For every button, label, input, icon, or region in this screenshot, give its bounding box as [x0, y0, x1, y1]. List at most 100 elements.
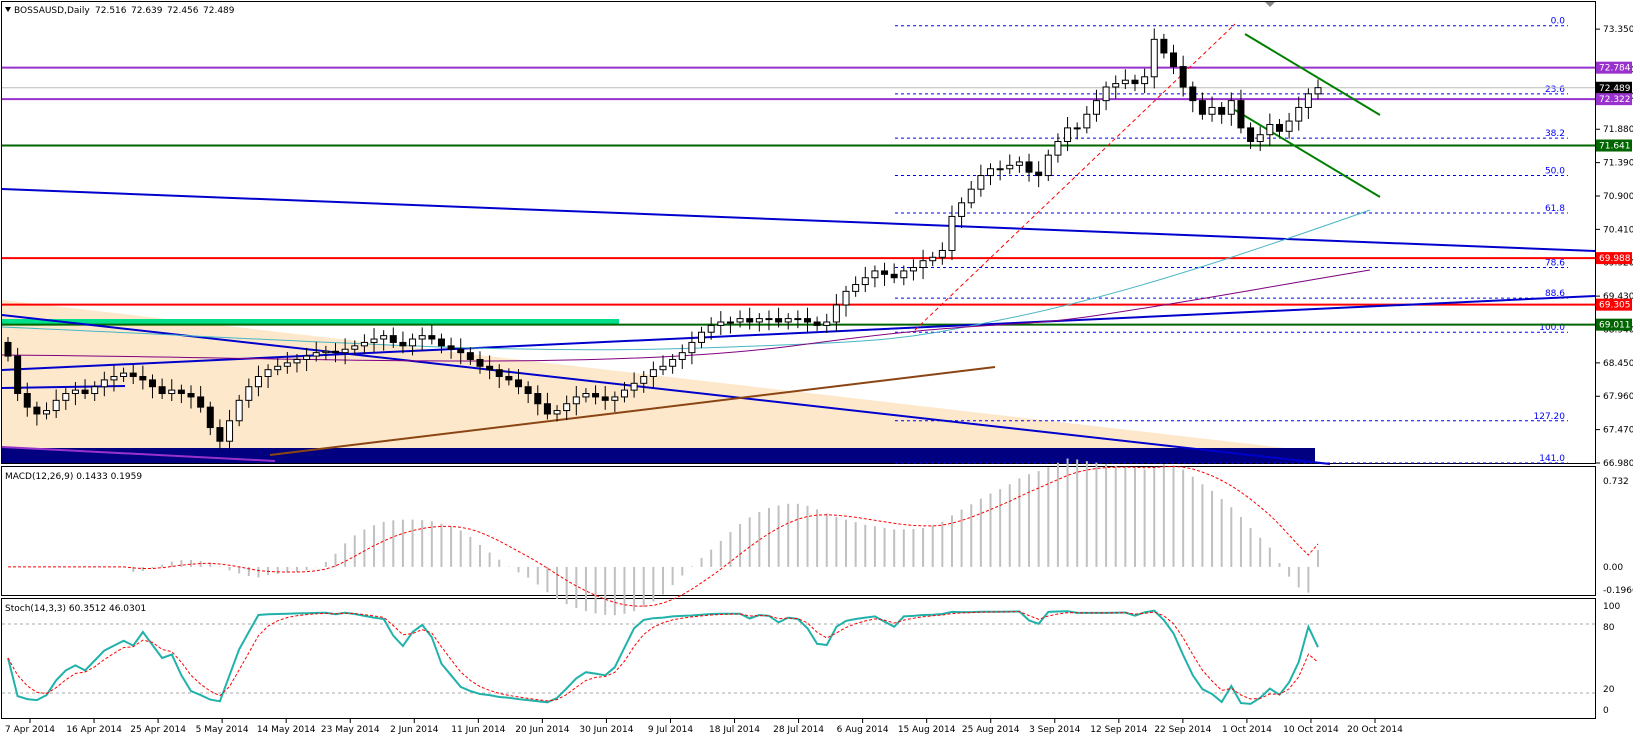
candle-body	[139, 375, 147, 381]
candle-body	[678, 352, 686, 360]
candle-body	[1285, 120, 1293, 132]
candle-body	[881, 270, 889, 275]
date-tick-label: 6 Aug 2014	[837, 725, 889, 735]
candle-body	[129, 372, 137, 377]
candle-body	[909, 267, 917, 272]
candle-body	[274, 365, 282, 371]
candle-body	[572, 396, 580, 405]
stoch-tick-label: 20	[1603, 685, 1615, 695]
candle-body	[235, 399, 243, 422]
candle-body	[158, 386, 166, 395]
macd-tick-label: 0.732	[1603, 477, 1629, 487]
date-tick-label: 9 Jul 2014	[648, 725, 693, 735]
stoch-signal-line	[7, 611, 1319, 702]
price-label-text: 69.305	[1599, 301, 1631, 311]
ohlc-value: 72.516	[95, 6, 127, 16]
date-tick-label: 12 Sep 2014	[1090, 725, 1147, 735]
fib-label: 141.0	[1539, 454, 1565, 464]
candle-body	[967, 188, 975, 204]
candle-body	[216, 427, 224, 442]
candle-body	[794, 318, 802, 321]
price-label-text: 71.641	[1599, 142, 1631, 152]
candle-body	[91, 386, 99, 395]
macd-signal-line	[8, 465, 1319, 607]
price-tick-label: 68.450	[1603, 359, 1633, 369]
candle-body	[457, 348, 465, 354]
candle-body	[977, 175, 985, 190]
candle-body	[1006, 164, 1014, 170]
candle-body	[1304, 93, 1312, 108]
date-tick-label: 5 May 2014	[196, 725, 249, 735]
candle-body	[1102, 86, 1110, 102]
stoch-main-line	[7, 609, 1319, 705]
date-tick-label: 22 Sep 2014	[1154, 725, 1211, 735]
candle-body	[23, 393, 31, 408]
candle-body	[476, 358, 484, 367]
trendline-purple	[1, 446, 276, 462]
candle-body	[1160, 38, 1168, 54]
candle-body	[206, 406, 214, 429]
candle-body	[659, 365, 667, 371]
price-tick-label: 67.470	[1603, 426, 1633, 436]
candle-body	[987, 168, 994, 177]
date-tick-label: 3 Sep 2014	[1029, 725, 1081, 735]
candle-body	[803, 318, 811, 323]
candle-body	[871, 270, 879, 279]
price-tick-label: 70.900	[1603, 192, 1633, 202]
candle-body	[62, 393, 70, 401]
candle-body	[303, 355, 311, 360]
candle-body	[360, 341, 368, 347]
candle-body	[958, 202, 966, 217]
candle-body	[823, 321, 831, 326]
price-label-text: 72.322	[1599, 95, 1631, 105]
candle-body	[534, 393, 542, 405]
candle-body	[900, 270, 908, 279]
ma-purple	[1, 269, 1371, 362]
candle-body	[630, 382, 638, 391]
candle-body	[1064, 127, 1072, 143]
candle-body	[312, 352, 320, 357]
fib-label: 61.8	[1545, 204, 1565, 214]
date-tick-label: 25 Apr 2014	[130, 725, 186, 735]
candle-body	[1189, 86, 1197, 102]
price-tick-label: 67.960	[1603, 392, 1633, 402]
candle-body	[746, 318, 754, 323]
ohlc-value: 72.639	[131, 6, 163, 16]
candle-body	[1179, 66, 1187, 88]
date-tick-label: 1 Oct 2014	[1222, 725, 1272, 735]
date-tick-label: 15 Aug 2014	[898, 725, 956, 735]
fib-diagonal	[914, 23, 1236, 331]
candle-body	[1247, 127, 1255, 143]
candle-body	[322, 350, 330, 354]
date-tick-label: 20 Jun 2014	[515, 725, 569, 735]
candle-body	[832, 304, 840, 323]
candle-body	[1035, 171, 1043, 177]
candle-body	[1141, 76, 1149, 85]
stoch-axis: 100 80 20 0	[1603, 602, 1620, 716]
fib-label: 100.0	[1539, 323, 1565, 333]
main-panel-frame	[1, 1, 1596, 464]
date-tick-label: 2 Jun 2014	[390, 725, 439, 735]
candle-body	[755, 318, 763, 323]
candle-body	[563, 403, 571, 412]
ohlc-readout: 72.516 72.639 72.456 72.489	[95, 6, 235, 16]
collapse-arrow-icon[interactable]	[5, 7, 11, 12]
price-label-box	[1596, 61, 1632, 74]
stoch-tick-label: 80	[1603, 623, 1615, 633]
stoch-tick-label: 0	[1603, 706, 1609, 716]
candle-body	[707, 324, 715, 333]
candle-body	[409, 338, 417, 347]
stoch-tick-label: 100	[1603, 602, 1620, 612]
ma-cyan	[1, 209, 1371, 351]
candle-body	[553, 410, 561, 415]
candle-body	[283, 362, 291, 367]
date-tick-label: 18 Jul 2014	[709, 725, 760, 735]
candle-body	[515, 379, 523, 388]
candle-body	[486, 365, 494, 371]
candle-body	[245, 386, 253, 401]
candle-body	[688, 341, 696, 354]
macd-panel-frame	[1, 466, 1596, 596]
candle-body	[1112, 83, 1120, 88]
